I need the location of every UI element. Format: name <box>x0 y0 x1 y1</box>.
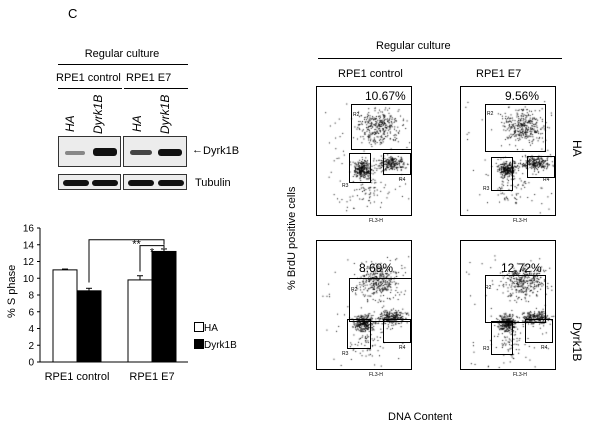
y-tick-label: 12 <box>23 257 35 268</box>
facs-small-xlabel: FL3-H <box>513 372 527 378</box>
facs-percentage: 12.72% <box>501 261 542 275</box>
facs-plot-e7-ha: R2 R3 R4 9.56% <box>460 86 557 217</box>
facs-percentage: 9.56% <box>505 89 540 103</box>
blot-group-control: RPE1 control <box>56 72 121 84</box>
blot-group-rule-control <box>58 88 122 89</box>
gate-label-r3: R3 <box>342 351 349 357</box>
facs-dots <box>317 87 413 217</box>
facs-plot-control-dyrk1b: R2 R3 R4 8.69% <box>316 240 413 371</box>
blot-tubulin-e7 <box>123 174 187 190</box>
legend-label-ha: HA <box>204 323 218 334</box>
x-category-label: RPE1 E7 <box>129 371 174 383</box>
y-tick-label: 10 <box>23 274 35 285</box>
gate-label-r3: R3 <box>342 183 349 189</box>
y-tick-label: 0 <box>28 358 34 369</box>
facs-xlabel: DNA Content <box>388 411 453 423</box>
y-tick-label: 14 <box>23 240 35 251</box>
blot-dyrk1b-control <box>58 136 121 167</box>
gate-r4 <box>383 319 411 343</box>
gate-label-r3: R3 <box>483 186 490 192</box>
gate-label-r4: R4 <box>543 177 550 183</box>
blot-group-rule-e7 <box>124 88 188 89</box>
bar-dyrk1b-0 <box>76 290 102 363</box>
gate-label-r2: R2 <box>485 285 492 291</box>
annotation-double-star: ** <box>132 239 141 251</box>
band-tubulin <box>63 180 89 186</box>
facs-dots <box>317 241 413 371</box>
blot-header: Regular culture <box>84 48 160 60</box>
band-dyrk1b <box>93 148 117 156</box>
blot-target-arrow: ← <box>192 144 203 156</box>
facs-small-xlabel: FL3-H <box>369 218 383 224</box>
blot-group-e7: RPE1 E7 <box>126 72 172 84</box>
x-category-label: RPE1 control <box>45 371 110 383</box>
facs-header: Regular culture <box>376 40 451 52</box>
y-tick-label: 4 <box>28 324 34 335</box>
facs-col-control: RPE1 control <box>338 68 403 80</box>
facs-plot-control-ha: R2 R3 R4 10.67% <box>316 86 413 217</box>
gate-r3 <box>349 153 371 183</box>
legend-dyrk1b: Dyrk1B <box>194 339 237 351</box>
gate-r2 <box>349 278 412 322</box>
gate-r3 <box>347 319 371 349</box>
bracket-double-star <box>88 239 165 283</box>
gate-r4 <box>527 156 555 178</box>
facs-row-ha: HA <box>570 140 584 157</box>
y-tick-label: 6 <box>28 307 34 318</box>
band-dyrk1b <box>158 149 182 156</box>
blot-target-label: Dyrk1B <box>203 145 240 157</box>
facs-plot-e7-dyrk1b: R2 R3 R4 12.72% <box>460 240 557 371</box>
bar-chart-ylabel: % S phase <box>6 264 18 318</box>
gate-r2 <box>351 104 412 150</box>
bar-ha-0 <box>52 269 78 363</box>
facs-small-xlabel: FL3-H <box>369 372 383 378</box>
gate-label-r4: R4 <box>399 177 406 183</box>
y-tick-label: 16 <box>23 224 35 235</box>
facs-ylabel: % BrdU positive cells <box>286 186 298 290</box>
blot-tubulin-control <box>58 174 121 190</box>
facs-dots <box>461 87 557 217</box>
legend-ha: HA <box>194 322 218 334</box>
gate-label-r3: R3 <box>483 346 490 352</box>
gate-r4 <box>383 153 411 175</box>
band-tubulin <box>158 180 184 186</box>
band-tubulin <box>92 180 118 186</box>
band-ha <box>65 151 85 155</box>
gate-r3 <box>491 321 513 355</box>
legend-label-dyrk1b: Dyrk1B <box>204 340 237 351</box>
facs-col-e7: RPE1 E7 <box>476 68 522 80</box>
legend-swatch-ha <box>194 322 204 332</box>
gate-label-r2: R2 <box>351 287 358 293</box>
blot-dyrk1b-e7 <box>123 136 187 167</box>
facs-row-dyrk1b: Dyrk1B <box>570 322 584 362</box>
legend-swatch-dyrk1b <box>194 339 204 349</box>
gate-r2 <box>485 275 546 323</box>
y-tick-label: 2 <box>28 341 34 352</box>
y-tick-label: 8 <box>28 291 34 302</box>
facs-percentage: 8.69% <box>359 261 394 275</box>
bracket-single-star <box>139 245 165 272</box>
gate-label-r2: R2 <box>353 112 360 118</box>
facs-percentage: 10.67% <box>365 89 406 103</box>
blot-loading-label: Tubulin <box>195 177 231 189</box>
gate-r2 <box>485 104 546 152</box>
band-tubulin <box>128 180 154 186</box>
gate-label-r2: R2 <box>487 111 494 117</box>
facs-dots <box>461 241 557 371</box>
band-ha <box>130 150 152 155</box>
bar-ha-1 <box>127 279 153 363</box>
gate-r3 <box>491 157 513 191</box>
annotation-single-star: * <box>150 247 155 259</box>
panel-label: C <box>68 6 78 21</box>
gate-r4 <box>525 319 553 343</box>
bar-dyrk1b-1 <box>151 250 177 363</box>
gate-label-r4: R4 <box>541 345 548 351</box>
facs-header-rule <box>318 58 562 59</box>
gate-label-r4: R4 <box>399 345 406 351</box>
facs-small-xlabel: FL3-H <box>513 218 527 224</box>
blot-header-rule <box>58 64 188 65</box>
